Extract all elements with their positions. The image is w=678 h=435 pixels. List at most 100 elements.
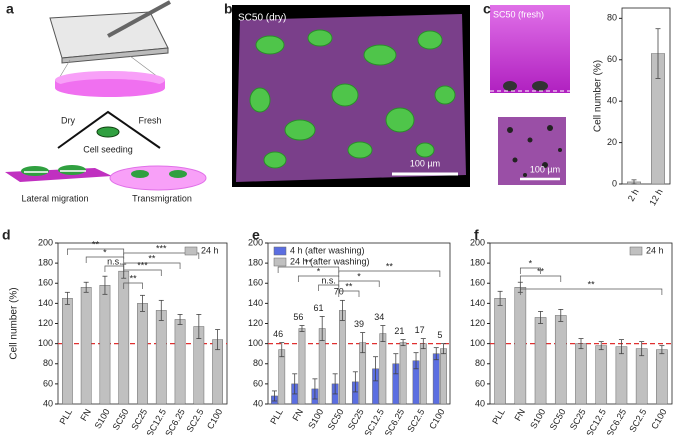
fresh-gel xyxy=(109,165,207,191)
image-top xyxy=(490,5,570,93)
y-tick-label: 60 xyxy=(43,378,53,388)
cell xyxy=(503,81,517,91)
legend-label: 24 h xyxy=(201,245,219,255)
bar xyxy=(419,343,427,405)
increase-label: 56 xyxy=(293,312,303,322)
significance-bracket xyxy=(318,284,340,291)
y-tick-label: 0 xyxy=(612,178,617,188)
y-tick-label: 120 xyxy=(470,318,485,328)
x-tick-label: SC2.5 xyxy=(627,407,648,434)
bar xyxy=(174,319,186,405)
well-plate-side xyxy=(61,47,169,64)
y-tick-label: 80 xyxy=(607,13,617,23)
x-tick-label: SC50 xyxy=(548,407,568,431)
label-seeding: Cell seeding xyxy=(83,144,133,154)
y-tick-label: 40 xyxy=(607,96,617,106)
bar xyxy=(278,349,286,405)
x-tick-label: SC6.25 xyxy=(605,407,629,435)
legend-swatch xyxy=(273,257,287,267)
y-tick-label: 60 xyxy=(607,54,617,64)
panel-label: e xyxy=(252,227,260,243)
panel-label: b xyxy=(224,1,233,17)
significance-label: n.s. xyxy=(321,275,336,285)
y-tick-label: 40 xyxy=(253,398,263,408)
bar xyxy=(534,317,547,405)
bar xyxy=(118,270,130,405)
x-tick-label: SC6.25 xyxy=(163,407,187,435)
significance-bracket xyxy=(123,262,181,269)
bar xyxy=(155,310,167,405)
y-axis-label: Cell number (%) xyxy=(593,60,604,132)
significance-bracket xyxy=(85,256,125,263)
panel-label: c xyxy=(483,1,491,17)
bar xyxy=(595,345,608,405)
y-tick-label: 60 xyxy=(253,378,263,388)
image-panel-c: c SC50 (fresh) 100 µm 100 µm xyxy=(483,1,570,185)
significance-bracket xyxy=(67,248,125,255)
significance-bracket xyxy=(277,266,340,273)
y-tick-label: 20 xyxy=(607,137,617,147)
schematic: Dry Fresh Cell seeding a Lateral migrati… xyxy=(5,0,207,203)
significance-label: * xyxy=(103,247,107,257)
x-tick-label: SC12.5 xyxy=(584,407,608,435)
cell xyxy=(58,165,86,175)
bar xyxy=(656,349,668,405)
significance-label: * xyxy=(357,271,361,281)
significance-label: ** xyxy=(148,253,156,263)
bar xyxy=(615,346,628,405)
significance-bracket xyxy=(338,290,360,297)
significance-bracket xyxy=(519,275,562,282)
legend-swatch xyxy=(184,246,198,256)
y-tick-label: 160 xyxy=(38,278,53,288)
x-tick-label: SC25 xyxy=(346,407,366,431)
y-tick-label: 140 xyxy=(470,298,485,308)
x-tick-label: S100 xyxy=(306,407,325,430)
significance-label: ** xyxy=(537,266,545,276)
significance-label: *** xyxy=(156,243,167,253)
cell xyxy=(131,170,149,178)
bar xyxy=(440,348,447,405)
label-dry: Dry xyxy=(61,115,75,125)
bar xyxy=(379,333,387,405)
image-title: SC50 (fresh) xyxy=(493,9,544,19)
label-fresh: Fresh xyxy=(138,115,161,125)
bar xyxy=(298,328,306,405)
y-tick-label: 120 xyxy=(38,318,53,328)
label-lateral: Lateral migration xyxy=(21,193,88,203)
bar xyxy=(554,315,567,405)
pores xyxy=(507,125,562,177)
y-tick-label: 160 xyxy=(248,278,263,288)
legend-label: 4 h (after washing) xyxy=(290,245,365,255)
y-tick-label: 200 xyxy=(248,237,263,247)
y-tick-label: 140 xyxy=(38,298,53,308)
x-tick-label: SC2.5 xyxy=(184,407,205,434)
scale-label: 100 µm xyxy=(410,158,440,168)
significance-bracket xyxy=(123,269,162,276)
image-title: SC50 (dry) xyxy=(238,13,286,24)
legend-swatch xyxy=(273,246,287,256)
x-tick-label: FN xyxy=(512,407,527,422)
y-tick-label: 120 xyxy=(248,318,263,328)
significance-bracket xyxy=(297,275,340,282)
scale-label: 100 µm xyxy=(530,164,560,174)
x-tick-label: SC12.5 xyxy=(362,407,386,435)
significance-bracket xyxy=(338,270,441,277)
x-tick-label: FN xyxy=(290,407,305,422)
significance-bracket xyxy=(338,280,380,287)
plot-frame xyxy=(621,7,671,185)
legend-swatch xyxy=(629,246,643,256)
significance-label: ** xyxy=(305,257,313,267)
y-axis-label: Cell number (%) xyxy=(9,287,20,359)
bar xyxy=(514,287,527,405)
bar xyxy=(99,285,111,405)
y-tick-label: 200 xyxy=(470,237,485,247)
significance-bracket xyxy=(123,282,143,289)
x-tick-label: SC2.5 xyxy=(405,407,426,434)
legend-label: 24 h xyxy=(646,245,664,255)
x-tick-label: S100 xyxy=(93,407,112,430)
bar xyxy=(575,343,587,405)
x-tick-label: PLL xyxy=(58,407,75,426)
y-tick-label: 80 xyxy=(253,358,263,368)
bar xyxy=(432,353,440,405)
significance-label: *** xyxy=(137,260,148,270)
